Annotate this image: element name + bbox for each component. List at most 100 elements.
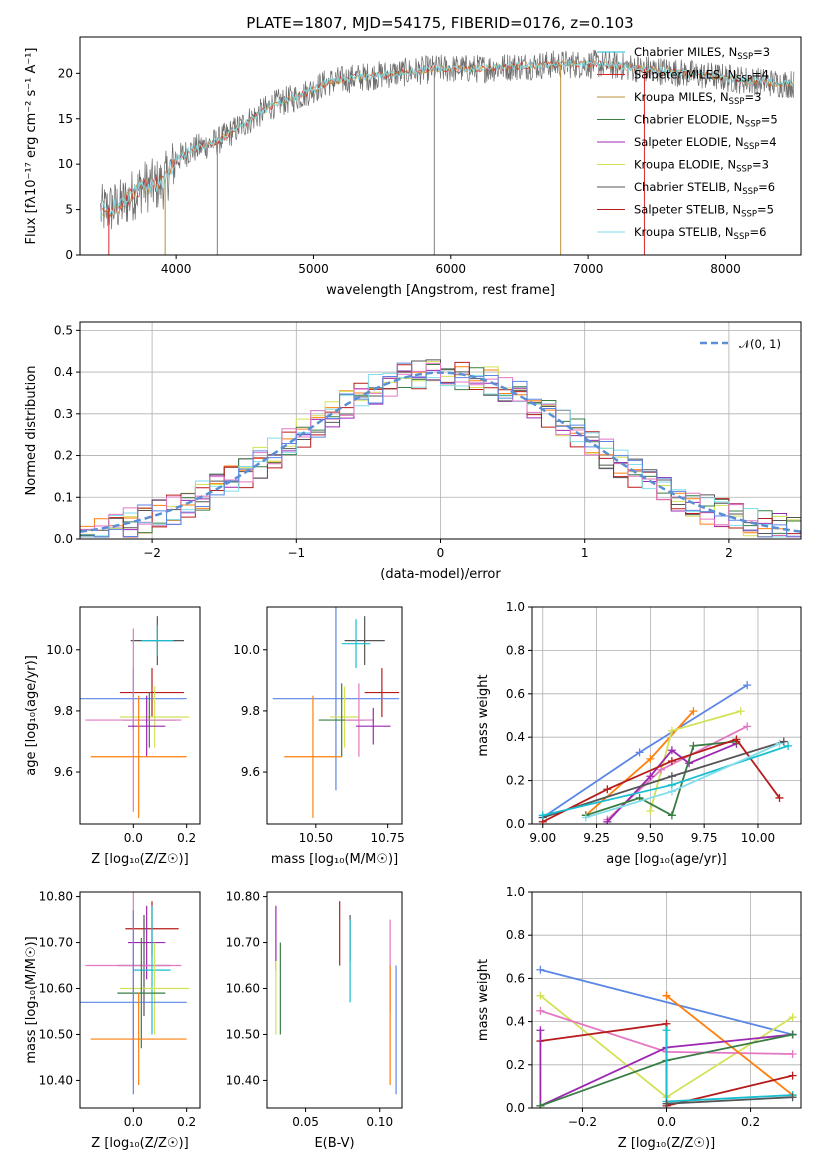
axes-frame <box>531 606 802 825</box>
legend-entry: Salpeter STELIB, NSSP=5 <box>634 203 774 220</box>
mass-weight-marker <box>732 735 741 744</box>
y-tick-label: 10.70 <box>39 936 73 950</box>
mass-weight-marker <box>788 1050 797 1058</box>
x-tick-label: −0.2 <box>568 1115 597 1129</box>
axes-frame <box>266 606 403 825</box>
y-tick-label: 5 <box>65 203 73 217</box>
mass-weight-marker <box>603 817 612 824</box>
legend-count: =4 <box>760 135 777 149</box>
y-tick-label: 10.50 <box>226 1027 260 1041</box>
mass-weight-marker <box>538 811 547 820</box>
mass-weight-marker <box>646 806 655 815</box>
y-tick-label: 0.2 <box>506 1058 525 1072</box>
figure-title: PLATE=1807, MJD=54175, FIBERID=0176, z=0… <box>246 14 633 32</box>
plot-area <box>80 359 801 538</box>
x-tick-label: 10.75 <box>370 831 404 845</box>
mass-weight-marker <box>667 726 676 735</box>
legend-count: =3 <box>753 45 770 59</box>
y-tick-label: 10.70 <box>226 936 260 950</box>
mass-weight-marker <box>689 707 698 716</box>
plot-area <box>536 965 797 1108</box>
x-axis-label: wavelength [Angstrom, rest frame] <box>326 283 555 298</box>
y-tick-label: 20 <box>58 66 73 80</box>
legend-entry: Salpeter ELODIE, NSSP=4 <box>634 135 777 152</box>
age-vs-Z-panel: 0.0 0.2 9.6 9.8 10.0 Z [log₁₀(Z/Z☉)] age [log₁… <box>24 606 201 867</box>
y-tick-label: 10.50 <box>39 1027 73 1041</box>
x-tick-label: 10.00 <box>741 831 775 845</box>
mass-weight-marker <box>536 1101 545 1108</box>
x-tick-label: 8000 <box>710 262 741 276</box>
legend-count: =6 <box>758 180 775 194</box>
mass-weight-marker <box>689 741 698 750</box>
y-tick-label: 0 <box>65 248 73 262</box>
y-tick-label: 10.80 <box>226 890 260 904</box>
legend-entry: Chabrier STELIB, NSSP=6 <box>634 180 775 197</box>
y-axis-label: mass [log₁₀(M/M☉)] <box>24 936 39 1063</box>
y-tick-label: 0.0 <box>54 532 73 546</box>
x-tick-label: 0.0 <box>124 831 143 845</box>
x-tick-label: 0.2 <box>177 1115 196 1129</box>
legend-subscript: SSP <box>736 75 752 85</box>
legend-count: =6 <box>749 225 766 239</box>
y-tick-label: 0.0 <box>506 817 525 831</box>
x-tick-label: 1 <box>581 546 589 560</box>
mass-weight-marker <box>788 1013 797 1022</box>
legend-subscript: SSP <box>729 97 745 107</box>
mass-weight-marker <box>581 813 590 822</box>
mass-weight-vs-Z-panel: −0.2 0.0 0.2 0.0 0.2 0.4 0.6 0.8 1.0 Z [log₁₀(Z/Z… <box>476 885 802 1151</box>
legend-label: Kroupa MILES, N <box>634 90 729 104</box>
mass-weight-marker <box>536 1006 545 1015</box>
y-tick-label: 0.3 <box>54 407 73 421</box>
age-vs-mass-panel: 10.50 10.75 9.6 9.8 10.0 mass [log₁₀(M/M☉)] <box>233 606 405 867</box>
spectrum-panel: 4000 5000 6000 7000 8000 0 5 10 15 20 wavelength [… <box>24 36 802 298</box>
y-tick-label: 10.0 <box>233 643 260 657</box>
y-axis-label: mass weight <box>476 674 491 756</box>
x-tick-label: 0.0 <box>657 1115 676 1129</box>
x-tick-label: 0 <box>437 546 445 560</box>
mass-weight-marker <box>603 785 612 794</box>
x-axis-label: E(B-V) <box>314 1136 354 1151</box>
x-tick-label: 0.05 <box>292 1115 319 1129</box>
mass-weight-marker <box>646 754 655 763</box>
legend-entry: Chabrier MILES, NSSP=3 <box>634 45 770 62</box>
y-tick-label: 10.60 <box>226 982 260 996</box>
legend-count: =3 <box>752 158 769 172</box>
y-tick-label: 0.8 <box>506 643 525 657</box>
legend-label: Salpeter STELIB, N <box>634 203 741 217</box>
x-tick-label: −1 <box>287 546 305 560</box>
mass-weight-marker <box>775 793 784 802</box>
x-tick-label: 10.50 <box>299 831 333 845</box>
x-tick-label: 6000 <box>436 262 467 276</box>
legend-subscript: SSP <box>734 232 750 242</box>
y-tick-label: 15 <box>58 112 73 126</box>
mass-weight-marker <box>667 787 676 796</box>
y-tick-label: 0.2 <box>54 449 73 463</box>
axes-frame <box>266 891 403 1109</box>
axes-frame <box>79 36 802 256</box>
y-tick-label: 9.6 <box>54 765 73 779</box>
axes-frame <box>79 891 201 1109</box>
x-axis-label: Z [log₁₀(Z/Z☉)] <box>91 1136 188 1151</box>
mass-weight-marker <box>784 741 793 750</box>
x-axis-label: mass [log₁₀(M/M☉)] <box>271 852 398 867</box>
x-tick-label: 2 <box>725 546 733 560</box>
mass-weight-marker <box>657 765 666 774</box>
mass-weight-marker <box>646 772 655 781</box>
legend-count: =5 <box>761 113 778 127</box>
x-tick-label: 0.10 <box>366 1115 393 1129</box>
mass-weight-marker <box>788 1093 797 1102</box>
y-tick-label: 9.8 <box>54 704 73 718</box>
legend-label: 𝒩(0, 1) <box>739 337 781 351</box>
histogram-series <box>80 362 801 538</box>
legend-label: Salpeter ELODIE, N <box>634 135 744 149</box>
y-axis-label: Normed distribution <box>24 366 39 496</box>
mass-weight-series <box>666 1096 793 1105</box>
legend-entry: Chabrier ELODIE, NSSP=5 <box>634 113 778 130</box>
y-axis-label: mass weight <box>476 959 491 1041</box>
legend-count: =4 <box>752 68 769 82</box>
axes-frame <box>79 606 201 825</box>
mass-weight-marker <box>635 748 644 757</box>
y-axis-label: age [log₁₀(age/yr)] <box>24 655 39 776</box>
legend-label: Chabrier ELODIE, N <box>634 113 745 127</box>
